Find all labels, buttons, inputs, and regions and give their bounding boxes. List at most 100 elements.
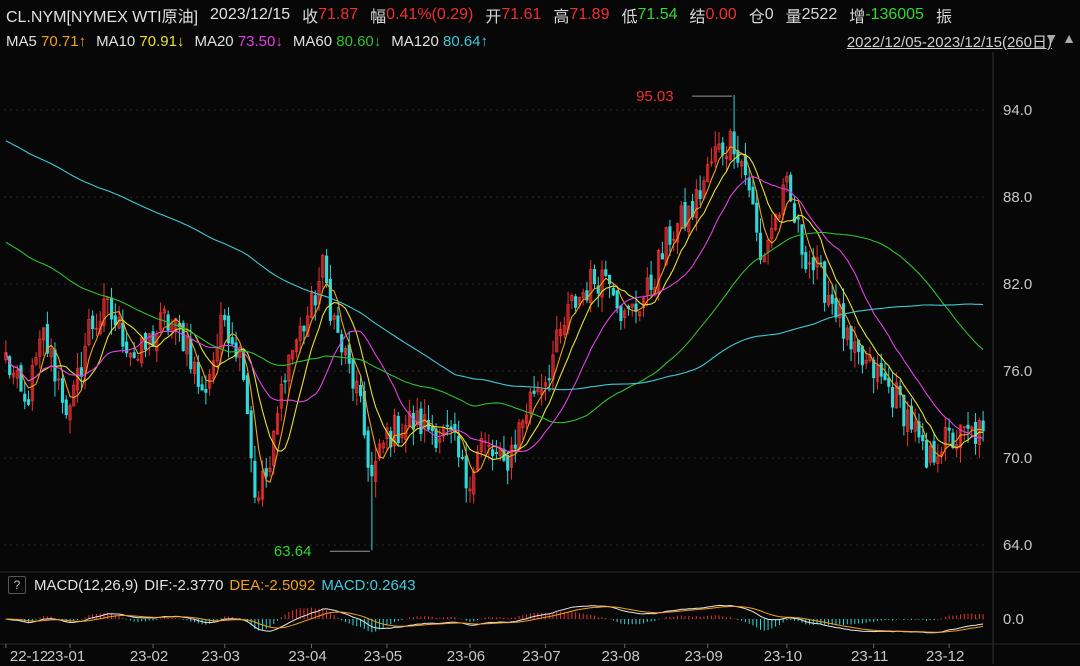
candle-body [434,428,438,448]
candle-body [947,427,951,431]
candle-body [91,315,95,330]
dif-label: DIF: [144,576,173,594]
candle-body [23,393,27,402]
candle-body [973,421,978,444]
candle-body [30,365,34,402]
candle-body [845,327,849,340]
dif-value: -2.3770 [172,576,224,594]
candle-body [136,358,140,361]
candle-body [924,439,929,468]
candle-body [909,405,913,430]
candle-body [283,380,287,383]
candle-body [479,437,483,453]
candle-body [15,369,19,379]
candle-body [219,314,223,349]
candle-body [472,470,476,495]
candle-body [396,415,400,444]
dea-label: DEA: [229,576,265,594]
quote-bar: CL.NYM[NYMEX WTI原油] 2023/12/15 收 71.87 幅… [0,0,1080,30]
candle-body [758,232,763,260]
candle-body [721,142,725,156]
candle-body [377,443,381,459]
candle-body [328,278,332,321]
kline-chart[interactable]: 94.0 88.0 82.0 76.0 70.0 64.0 95.03 63.64 0.0 22-… [0,52,1080,666]
candle-body [600,269,604,298]
candle-body [543,382,548,387]
candle-body [109,297,114,320]
candle-body [604,269,608,276]
ma-legend: MA5 70.71↑ MA10 70.91↓ MA20 73.50↓ MA60 80.… [0,30,1080,52]
candle-body [570,294,574,301]
candle-body [468,488,472,492]
candle-body [34,357,38,365]
candle-body [657,249,661,294]
candle-body [68,405,72,421]
macd-title: MACD(12,26,9) [34,576,139,594]
ma-legend-arrow: ↓ [176,32,185,50]
candle-body [649,274,653,290]
x-tick-label: 23-11 [851,648,888,665]
candle-body [951,432,955,448]
settle-label: 结 [689,9,706,26]
y-tick-label: 70.0 [1003,450,1032,467]
candle-body [906,409,910,433]
macd-value: 0.2643 [369,576,416,594]
candle-body [374,461,378,482]
candle-body [275,413,280,435]
settle-value: 0.00 [705,6,737,23]
y-tick-label: 82.0 [1003,276,1032,293]
candle-body [460,457,464,459]
candle-body [487,444,491,447]
candle-body [453,423,457,433]
candle-body [211,360,215,380]
candle-body [890,386,895,408]
candle-body [268,467,272,472]
ma-legend-value: 70.71 [41,32,79,50]
candle-body [525,414,529,424]
candle-body [113,315,117,326]
help-icon[interactable]: ? [8,576,26,594]
candle-body [785,175,789,183]
vol-value: 2522 [801,6,838,23]
candle-body [257,497,261,501]
date-range[interactable]: 2022/12/05-2023/12/15(260日) [846,34,1052,51]
candle-body [592,269,597,284]
candle-body [774,213,778,230]
candle-body [11,372,16,377]
candle-body [717,143,721,150]
x-tick-label: 23-01 [47,648,85,665]
candle-body [26,399,31,405]
candle-body [279,383,283,409]
open-label: 开 [485,9,502,26]
range-toggle-icon[interactable]: ▼ ▲ [1044,30,1076,46]
candle-body [287,354,291,382]
ma-legend-ma120: MA120 80.64↑ [391,33,488,50]
x-tick-label: 23-12 [926,648,964,665]
ma-legend-arrow: ↑ [78,32,87,50]
ma-legend-name: MA120 [391,32,443,50]
candle-body [204,389,208,393]
candle-body [675,223,680,243]
y-tick-label: 76.0 [1003,363,1032,380]
candle-body [343,348,348,356]
candle-body [558,328,563,337]
candle-body [724,156,729,160]
ma-legend-name: MA20 [194,32,238,50]
ma-legend-value: 73.50 [237,32,276,50]
dea-value: -2.5092 [264,576,316,594]
candle-body [404,425,408,440]
candle-body [272,430,276,466]
candle-body [53,349,57,382]
candle-body [445,424,449,427]
low-label: 低 [621,9,638,26]
candle-body [611,288,615,296]
high-value: 71.89 [569,6,610,23]
candle-body [981,420,985,432]
ma-legend-arrow: ↑ [480,32,489,50]
candle-body [494,452,498,454]
candle-body [159,312,163,331]
candle-body [336,315,340,333]
candle-body [638,311,642,317]
candle-body [928,446,932,463]
candle-body [547,378,551,381]
